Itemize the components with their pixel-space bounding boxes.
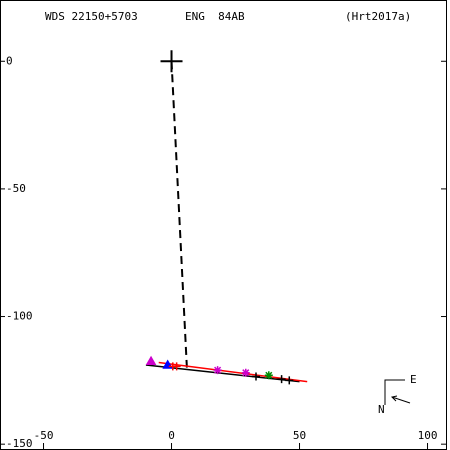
- y-tick-label: -50: [6, 182, 26, 195]
- wds-id: WDS 22150+5703: [45, 10, 138, 23]
- reference: (Hrt2017a): [345, 10, 411, 23]
- x-tick-label: 50: [293, 429, 306, 442]
- compass-north: N: [378, 403, 385, 416]
- compass: [384, 379, 411, 405]
- primary-star: [160, 50, 183, 73]
- x-tick-label: 0: [168, 429, 175, 442]
- x-tick-label: 100: [418, 429, 438, 442]
- y-tick-label: 0: [6, 54, 13, 67]
- measurement: [252, 372, 260, 381]
- measurement: [172, 362, 181, 371]
- x-tick-label: -50: [34, 429, 54, 442]
- measurement: [145, 355, 157, 365]
- measurement: [241, 368, 250, 377]
- measurement: [277, 375, 286, 384]
- dashed-line: [170, 61, 188, 368]
- measurement: [264, 371, 273, 380]
- discoverer: ENG 84AB: [185, 10, 245, 23]
- measurement: [285, 376, 294, 385]
- y-tick-label: -150: [6, 437, 33, 450]
- measurement: [213, 366, 222, 375]
- compass-east: E: [410, 373, 417, 386]
- y-tick-label: -100: [6, 310, 33, 323]
